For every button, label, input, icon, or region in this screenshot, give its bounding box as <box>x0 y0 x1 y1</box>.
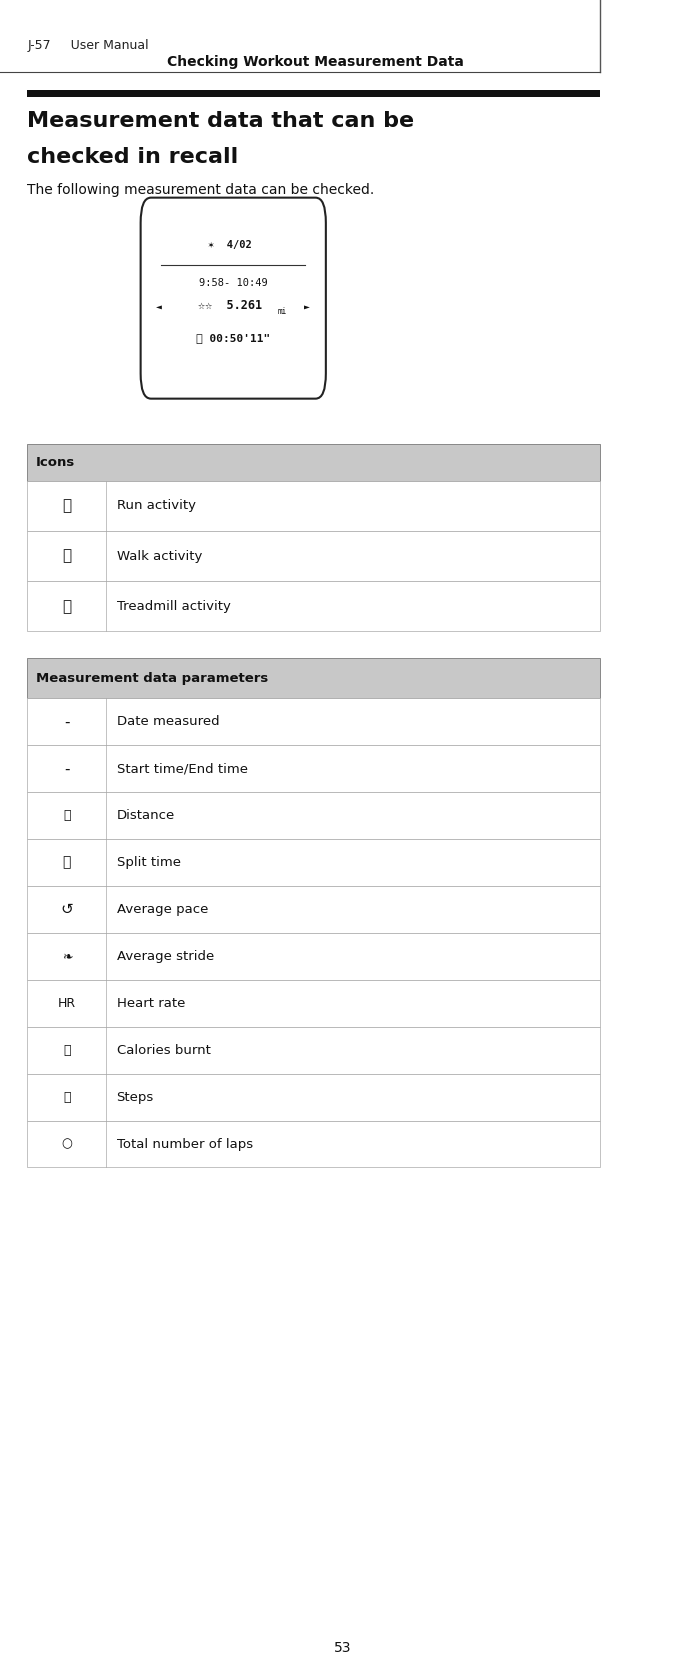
FancyBboxPatch shape <box>27 481 600 531</box>
Text: ○: ○ <box>62 1137 72 1151</box>
FancyBboxPatch shape <box>27 839 600 886</box>
Text: The following measurement data can be checked.: The following measurement data can be ch… <box>27 183 375 196</box>
FancyBboxPatch shape <box>27 980 600 1027</box>
FancyBboxPatch shape <box>27 933 600 980</box>
FancyBboxPatch shape <box>27 745 600 792</box>
FancyBboxPatch shape <box>141 198 326 399</box>
FancyBboxPatch shape <box>27 531 600 581</box>
Text: ☆☆  5.261: ☆☆ 5.261 <box>198 298 262 312</box>
Text: Distance: Distance <box>117 809 175 822</box>
Text: Measurement data parameters: Measurement data parameters <box>36 672 268 685</box>
FancyBboxPatch shape <box>27 1027 600 1074</box>
Text: Steps: Steps <box>117 1090 154 1104</box>
Text: 🚴: 🚴 <box>62 600 71 613</box>
FancyBboxPatch shape <box>27 792 600 839</box>
Text: ►: ► <box>304 302 310 312</box>
FancyBboxPatch shape <box>27 698 600 745</box>
Text: mi: mi <box>278 307 287 317</box>
Text: ⏱: ⏱ <box>62 856 71 869</box>
FancyBboxPatch shape <box>27 886 600 933</box>
FancyBboxPatch shape <box>27 1121 600 1167</box>
Text: Heart rate: Heart rate <box>117 997 185 1010</box>
Text: 🔥: 🔥 <box>63 1044 71 1057</box>
Text: 9:58- 10:49: 9:58- 10:49 <box>199 278 268 288</box>
Text: Checking Workout Measurement Data: Checking Workout Measurement Data <box>167 55 464 69</box>
Text: HR: HR <box>58 997 76 1010</box>
Text: ◄: ◄ <box>156 302 163 312</box>
FancyBboxPatch shape <box>27 444 600 481</box>
Text: Split time: Split time <box>117 856 180 869</box>
Text: 53: 53 <box>334 1642 352 1655</box>
Text: Start time/End time: Start time/End time <box>117 762 248 776</box>
FancyBboxPatch shape <box>27 581 600 631</box>
Text: Walk activity: Walk activity <box>117 549 202 563</box>
FancyBboxPatch shape <box>27 90 600 97</box>
Text: Treadmill activity: Treadmill activity <box>117 600 230 613</box>
FancyBboxPatch shape <box>27 658 600 698</box>
Text: J-57     User Manual: J-57 User Manual <box>27 39 149 52</box>
Text: 👣: 👣 <box>63 1090 71 1104</box>
Text: 🏃: 🏃 <box>62 499 71 513</box>
Text: Measurement data that can be: Measurement data that can be <box>27 111 414 131</box>
Text: ✶  4/02: ✶ 4/02 <box>208 240 252 250</box>
Text: Icons: Icons <box>36 456 75 469</box>
Text: Run activity: Run activity <box>117 499 196 513</box>
Text: Average pace: Average pace <box>117 903 208 916</box>
Text: ⏱ 00:50'11": ⏱ 00:50'11" <box>196 333 270 343</box>
Text: 🚶: 🚶 <box>62 549 71 563</box>
Text: Calories burnt: Calories burnt <box>117 1044 211 1057</box>
Text: ❧: ❧ <box>62 950 72 963</box>
Text: Average stride: Average stride <box>117 950 214 963</box>
Text: checked in recall: checked in recall <box>27 147 239 168</box>
Text: -: - <box>64 715 70 729</box>
Text: Date measured: Date measured <box>117 715 220 729</box>
FancyBboxPatch shape <box>27 1074 600 1121</box>
Text: Total number of laps: Total number of laps <box>117 1137 252 1151</box>
Text: ⤢: ⤢ <box>63 809 71 822</box>
Text: ↺: ↺ <box>60 903 73 916</box>
Text: -: - <box>64 762 70 776</box>
